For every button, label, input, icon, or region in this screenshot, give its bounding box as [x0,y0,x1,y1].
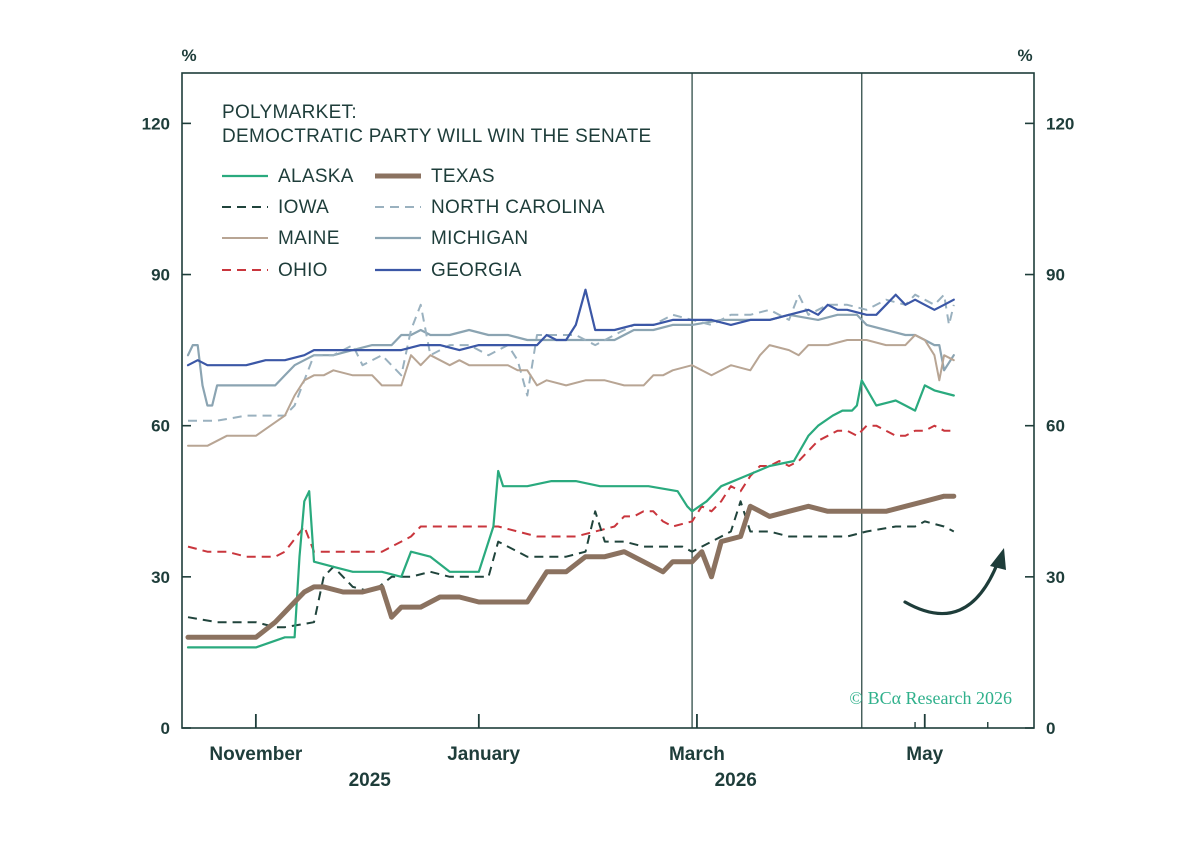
chart-title-line-2: DEMOCTRATIC PARTY WILL WIN THE SENATE [222,126,652,147]
legend-label-georgia: GEORGIA [431,260,522,281]
legend-label-texas: TEXAS [431,166,495,187]
legend-label-ohio: OHIO [278,260,328,281]
legend: ALASKA IOWA MAINE OHIO TEXAS NORTH CAROLINA MI… [222,166,605,281]
copyright: © BCα Research 2026 [849,688,1012,708]
annotation-arrow-head [990,548,1006,570]
series-line-alaska [186,379,955,649]
y-tick-label-left: 30 [151,568,170,587]
y-tick-label-right: 60 [1046,417,1065,436]
y-unit-left: % [181,46,196,65]
annotation-arrow-curve [903,560,1000,616]
x-year-label: 2025 [349,770,392,791]
x-ticks: November January March May 2025 2026 [209,714,989,791]
x-year-label: 2026 [715,770,757,791]
y-tick-label-right: 90 [1046,266,1065,285]
series-line-maine [187,334,955,447]
y-tick-label-right: 0 [1046,719,1055,738]
y-tick-label-left: 120 [142,114,170,133]
vertical-markers [691,73,863,728]
series-layer [185,288,957,649]
annotation-arrow [903,548,1006,616]
series-line-georgia [186,288,955,367]
series-line-texas [185,493,957,640]
y-tick-label-right: 30 [1046,568,1065,587]
legend-label-north-carolina: NORTH CAROLINA [431,197,605,218]
y-ticks-left: 0 30 60 90 120 [142,114,191,738]
x-tick-label: November [209,744,303,765]
legend-label-iowa: IOWA [278,197,329,218]
series-line-ohio [187,424,954,558]
y-tick-label-left: 60 [151,417,170,436]
y-tick-label-left: 90 [151,266,170,285]
y-tick-label-left: 0 [161,719,170,738]
series-line-michigan [186,313,955,407]
x-tick-label: March [669,744,725,765]
series-line-north-carolina [188,293,955,422]
legend-label-michigan: MICHIGAN [431,228,528,249]
chart-title-line-1: POLYMARKET: [222,102,357,123]
y-unit-right: % [1017,46,1032,65]
y-ticks-right: 0 30 60 90 120 [1025,114,1074,738]
x-tick-label: January [447,744,520,765]
x-tick-label: May [906,744,943,765]
legend-label-maine: MAINE [278,228,340,249]
legend-label-alaska: ALASKA [278,166,354,187]
plot-frame [181,72,1035,729]
y-tick-label-right: 120 [1046,114,1074,133]
